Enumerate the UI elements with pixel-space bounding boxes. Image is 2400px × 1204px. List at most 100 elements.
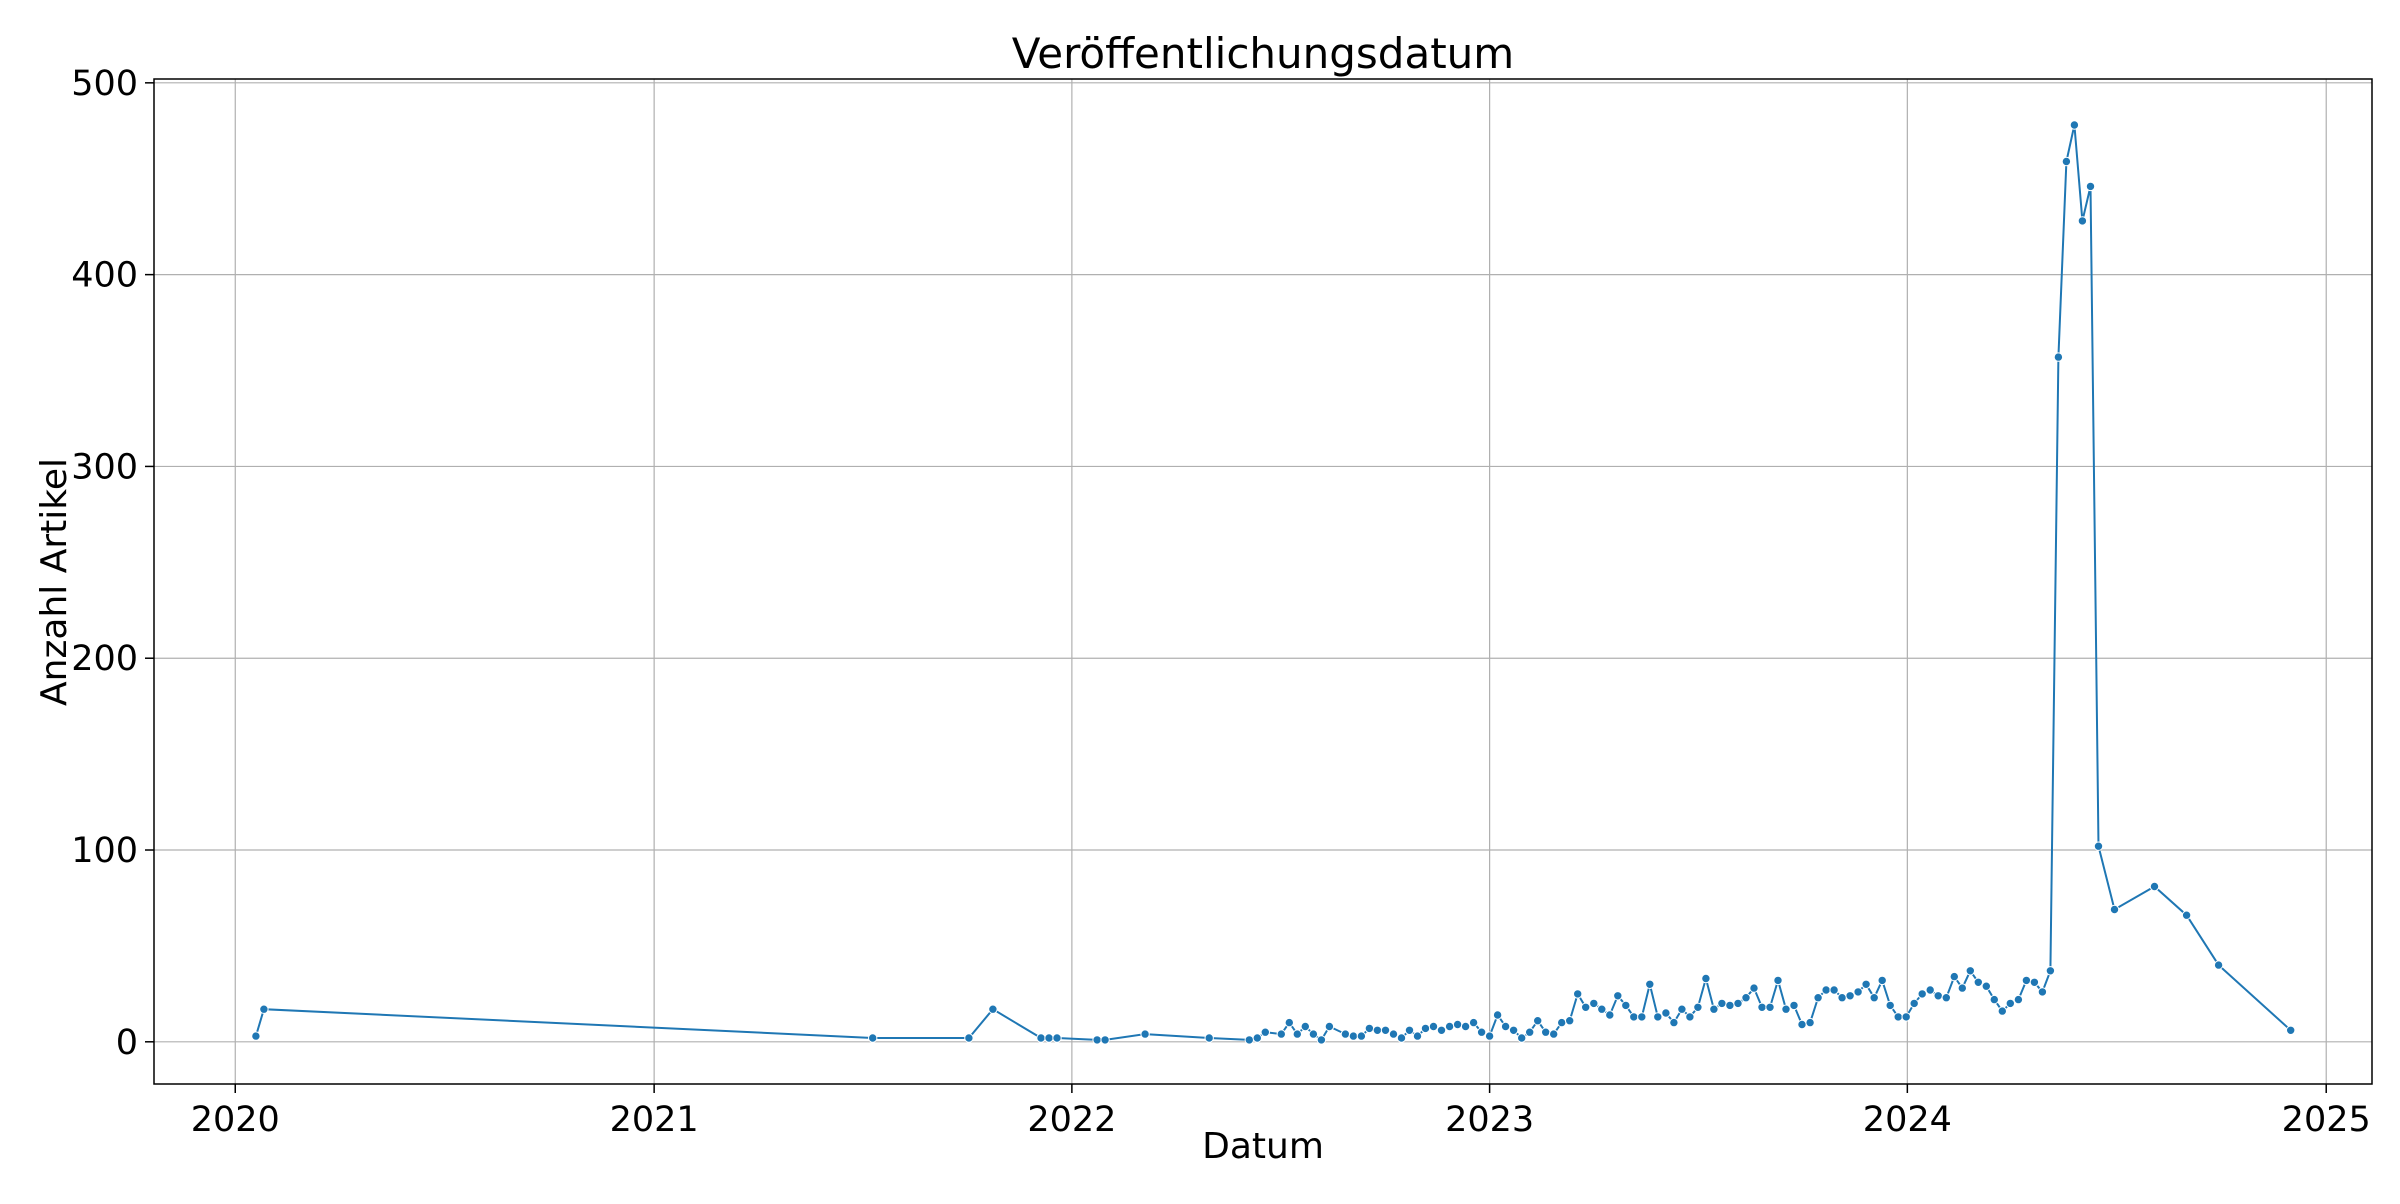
data-point	[2213, 960, 2224, 970]
x-tick-label: 2024	[1863, 1100, 1952, 1140]
data-point	[1685, 1012, 1695, 1022]
series-line	[254, 124, 2292, 1042]
data-point	[1605, 1010, 1615, 1020]
data-point	[1525, 1027, 1535, 1037]
data-point	[1533, 1016, 1543, 1026]
data-point	[2085, 181, 2096, 192]
y-tick-label: 0	[116, 1023, 138, 1063]
data-point	[1933, 991, 1943, 1001]
data-point	[1941, 993, 1952, 1003]
x-axis-label: Datum	[1202, 1126, 1324, 1167]
data-point	[2045, 966, 2056, 976]
data-point	[1877, 975, 1887, 986]
data-point	[1444, 1021, 1455, 1032]
data-point	[1797, 1019, 1807, 1030]
data-point	[1541, 1027, 1551, 1037]
data-point	[1749, 983, 1759, 993]
data-point	[1484, 1031, 1495, 1041]
data-point	[1901, 1012, 1911, 1022]
data-point	[1340, 1029, 1351, 1039]
data-point	[1701, 973, 1711, 984]
y-axis-label: Anzahl Artikel	[34, 458, 75, 706]
data-point	[1284, 1017, 1295, 1028]
data-point	[1052, 1033, 1062, 1043]
y-tick-label: 500	[71, 64, 138, 104]
data-point	[1893, 1012, 1903, 1022]
data-point	[2029, 977, 2040, 987]
data-point	[1613, 991, 1623, 1001]
data-point	[1324, 1021, 1335, 1032]
data-point	[1917, 989, 1927, 999]
data-point	[1244, 1035, 1255, 1045]
data-point	[1677, 1004, 1687, 1014]
data-point	[1388, 1029, 1399, 1039]
data-point	[1420, 1023, 1431, 1034]
data-point	[1909, 998, 1919, 1009]
data-point	[1981, 981, 1992, 991]
data-point	[1869, 993, 1879, 1003]
data-point	[1725, 1000, 1735, 1011]
data-point	[2053, 352, 2064, 362]
data-point	[1100, 1035, 1110, 1045]
data-point	[1396, 1033, 1407, 1043]
data-point	[1845, 991, 1855, 1001]
data-point	[1260, 1027, 1271, 1037]
data-point	[1821, 985, 1831, 995]
data-point	[2013, 994, 2024, 1005]
data-point	[1925, 985, 1935, 995]
data-point	[1573, 989, 1583, 999]
data-point	[1637, 1012, 1647, 1022]
x-tick-label: 2022	[1027, 1100, 1116, 1140]
chart-title: Veröffentlichungsdatum	[1012, 29, 1514, 78]
data-point	[2037, 987, 2048, 997]
data-point	[1733, 998, 1743, 1009]
data-point	[1581, 1002, 1591, 1012]
data-point	[1949, 971, 1960, 982]
data-point	[1965, 966, 1976, 976]
data-point	[1709, 1004, 1719, 1014]
data-point	[1717, 998, 1727, 1009]
data-point	[1645, 979, 1655, 989]
data-point	[1252, 1033, 1263, 1043]
data-point	[1452, 1019, 1463, 1030]
data-point	[1300, 1021, 1311, 1032]
data-point	[1661, 1008, 1671, 1018]
data-point	[1460, 1021, 1471, 1032]
data-point	[2286, 1025, 2296, 1036]
data-point	[1308, 1029, 1319, 1039]
data-point	[1957, 983, 1968, 993]
data-point	[1885, 1000, 1895, 1011]
data-point	[1757, 1002, 1767, 1012]
data-point	[1557, 1017, 1567, 1028]
data-point	[964, 1033, 974, 1043]
data-point	[2149, 881, 2160, 892]
data-point	[1549, 1029, 1559, 1039]
data-point	[2005, 998, 2016, 1009]
data-point	[2021, 975, 2032, 986]
data-point	[1621, 1000, 1631, 1011]
data-point	[1973, 977, 1984, 987]
data-point	[2069, 120, 2080, 130]
data-point	[988, 1004, 998, 1014]
data-point	[1653, 1012, 1663, 1022]
data-point	[2109, 904, 2120, 915]
x-tick-label: 2023	[1445, 1100, 1534, 1140]
data-point	[2077, 216, 2088, 226]
data-point	[1364, 1023, 1375, 1034]
plot-frame	[153, 78, 2373, 1085]
data-point	[1853, 987, 1863, 997]
data-point	[1092, 1035, 1102, 1045]
data-point	[1044, 1033, 1054, 1043]
data-point	[1669, 1017, 1679, 1028]
y-tick-label: 200	[71, 639, 138, 679]
data-point	[1508, 1025, 1519, 1036]
data-point	[1140, 1029, 1150, 1039]
data-point	[251, 1031, 261, 1041]
data-point	[2181, 910, 2192, 920]
data-point	[1765, 1002, 1775, 1012]
axes: 2020 2021 2022 2023 2024 2025 0 100 200 300 400 500	[71, 64, 2373, 1140]
data-point	[1813, 993, 1823, 1003]
data-point	[868, 1033, 878, 1043]
data-point	[259, 1004, 269, 1014]
